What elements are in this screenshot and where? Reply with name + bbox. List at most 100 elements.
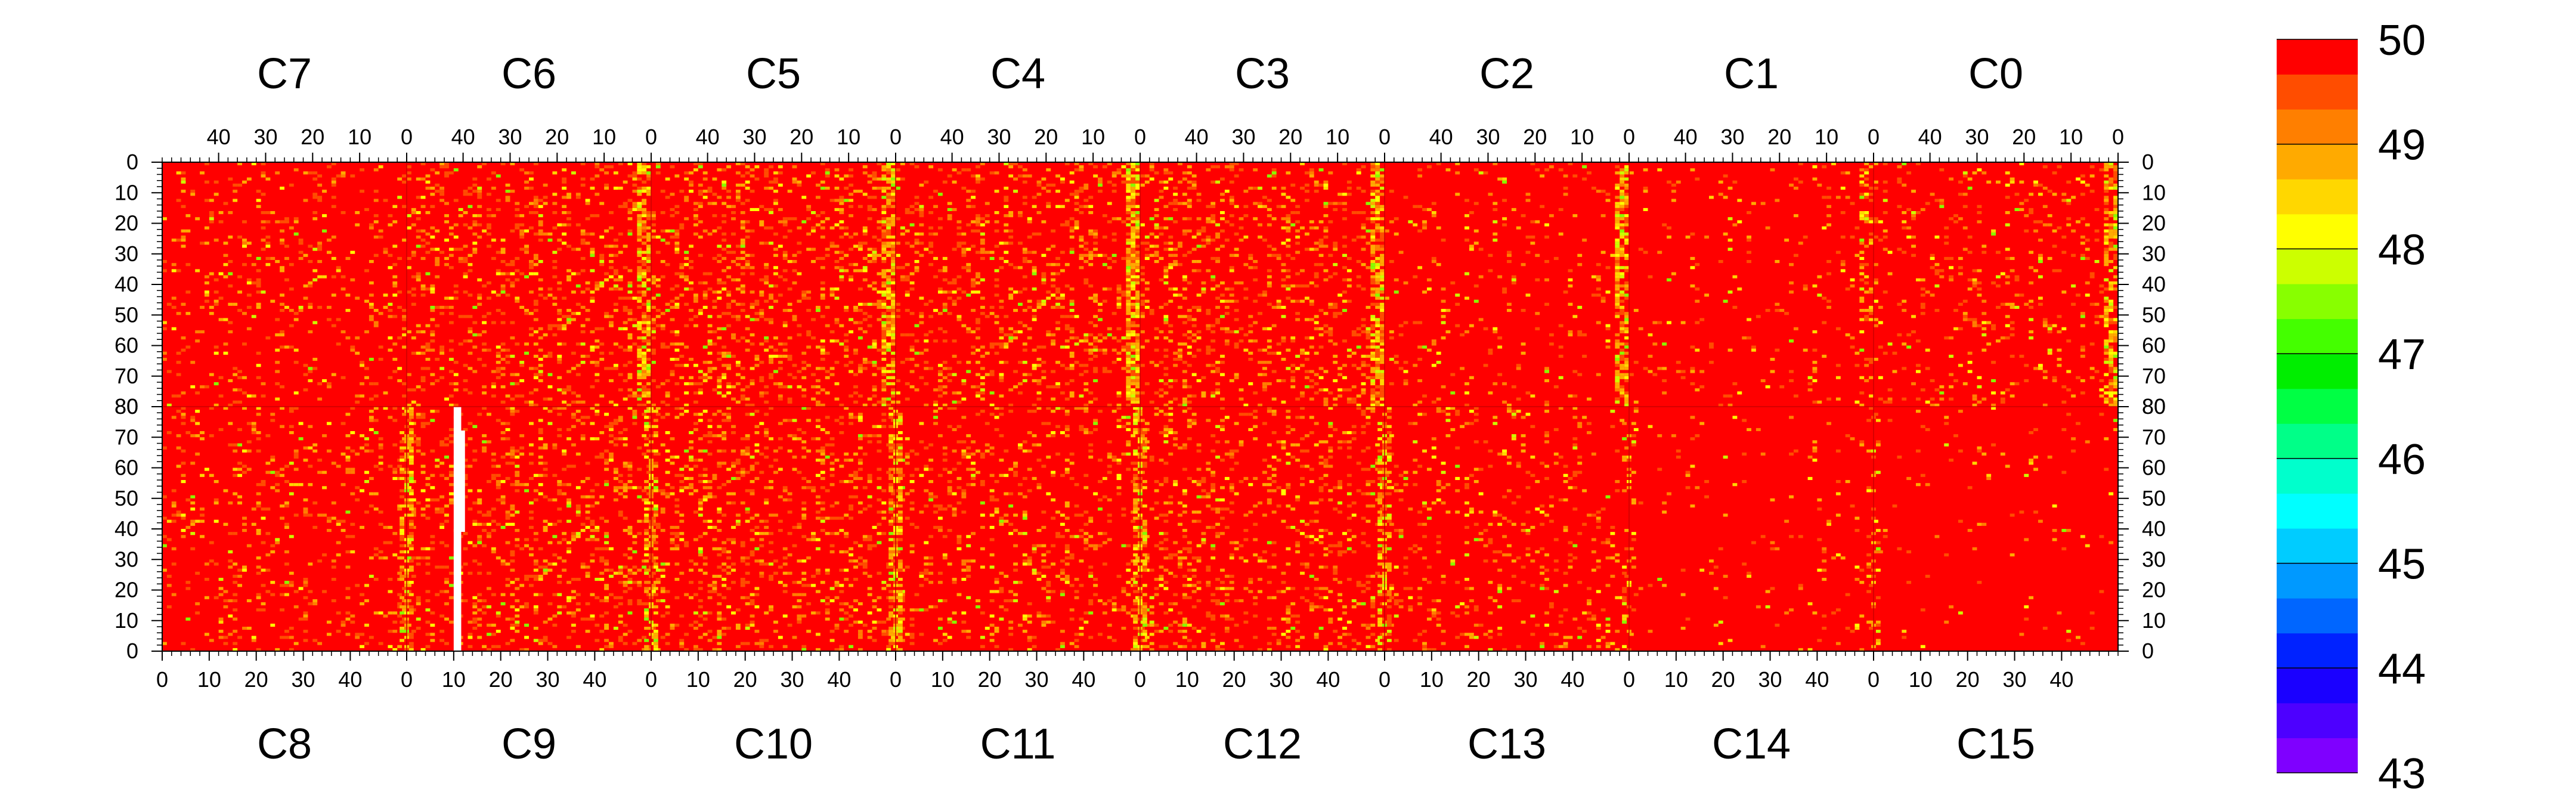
heatmap-cell (769, 345, 773, 349)
heatmap-cell (538, 229, 543, 233)
heatmap-cell (590, 250, 595, 254)
heatmap-cell (1093, 379, 1098, 383)
heatmap-cell (293, 318, 299, 321)
heatmap-cell (538, 358, 543, 361)
heatmap-cell (857, 327, 863, 330)
heatmap-cell (1605, 324, 1611, 327)
heatmap-cell (1962, 193, 1968, 196)
heatmap-cell (623, 309, 628, 312)
heatmap-cell (223, 351, 228, 355)
heatmap-cell (265, 236, 271, 239)
heatmap-cell (881, 403, 887, 407)
heatmap-cell (844, 269, 849, 273)
heatmap-cell (1309, 318, 1314, 321)
heatmap-cell (261, 174, 266, 178)
heatmap-cell (261, 382, 266, 386)
heatmap-cell (1196, 232, 1202, 236)
heatmap-cell (326, 516, 332, 520)
heatmap-cell (862, 278, 868, 281)
heatmap-cell (1450, 373, 1456, 376)
heatmap-cell (1022, 250, 1027, 254)
heatmap-cell (448, 305, 454, 309)
heatmap-cell (303, 584, 308, 587)
heatmap-cell (1318, 168, 1324, 172)
heatmap-cell (1991, 229, 1996, 233)
heatmap-cell (270, 581, 275, 584)
heatmap-cell (162, 642, 167, 645)
heatmap-cell (2010, 305, 2015, 309)
heatmap-cell (820, 339, 825, 343)
heatmap-cell (491, 385, 496, 389)
heatmap-cell (1356, 394, 1361, 398)
heatmap-cell (166, 302, 172, 306)
heatmap-cell (472, 214, 478, 218)
heatmap-cell (1389, 336, 1394, 340)
heatmap-cell (1079, 205, 1084, 208)
heatmap-cell (655, 171, 661, 175)
heatmap-cell (1163, 217, 1169, 221)
heatmap-cell (383, 391, 388, 395)
heatmap-cell (1304, 385, 1309, 389)
heatmap-cell (947, 379, 952, 383)
heatmap-cell (1620, 284, 1625, 288)
heatmap-cell (1088, 351, 1094, 355)
heatmap-cell (1154, 226, 1159, 230)
heatmap-cell (1840, 211, 1846, 215)
heatmap-cell (1652, 321, 1658, 324)
heatmap-cell (1022, 168, 1027, 172)
heatmap-cell (726, 205, 732, 208)
heatmap-cell (293, 513, 299, 517)
heatmap-cell (585, 354, 590, 358)
heatmap-cell (1004, 345, 1009, 349)
heatmap-cell (218, 220, 224, 224)
heatmap-cell (331, 256, 336, 261)
heatmap-cell (223, 605, 228, 609)
heatmap-cell (900, 177, 905, 181)
heatmap-cell (303, 373, 308, 376)
heatmap-cell (684, 391, 689, 395)
heatmap-cell (1243, 287, 1249, 291)
heatmap-cell (1723, 196, 1728, 199)
heatmap-cell (524, 351, 529, 355)
heatmap-cell (731, 250, 736, 254)
heatmap-cell (355, 584, 360, 587)
heatmap-cell (2094, 260, 2100, 264)
heatmap-cell (2076, 220, 2080, 224)
heatmap-cell (533, 205, 538, 208)
heatmap-cell (388, 541, 393, 544)
heatmap-cell (1121, 336, 1126, 340)
heatmap-cell (1126, 403, 1131, 407)
heatmap-cell (599, 351, 605, 355)
heatmap-cell (740, 256, 745, 261)
heatmap-cell (872, 260, 877, 264)
heatmap-cell (388, 578, 393, 581)
heatmap-cell (200, 535, 205, 538)
heatmap-cell (472, 321, 478, 324)
heatmap-cell (237, 467, 243, 471)
heatmap-cell (862, 302, 868, 306)
heatmap-cell (801, 361, 807, 364)
heatmap-cell (867, 397, 872, 401)
heatmap-cell (233, 473, 238, 477)
heatmap-cell (1953, 379, 1958, 383)
heatmap-cell (580, 290, 586, 294)
heatmap-cell (1159, 394, 1164, 398)
heatmap-cell (557, 312, 562, 315)
heatmap-cell (1262, 196, 1267, 199)
heatmap-cell (1309, 281, 1314, 285)
heatmap-cell (1835, 327, 1841, 330)
heatmap-cell (731, 299, 736, 303)
heatmap-cell (1239, 397, 1244, 401)
heatmap-cell (1366, 354, 1371, 358)
heatmap-cell (731, 315, 736, 318)
heatmap-cell (674, 250, 680, 254)
heatmap-cell (585, 217, 590, 221)
heatmap-cell (937, 379, 943, 383)
heatmap-cell (773, 272, 778, 275)
heatmap-cell (829, 339, 835, 343)
heatmap-cell (1869, 217, 1874, 221)
heatmap-cell (1878, 239, 1883, 242)
heatmap-cell (2089, 190, 2095, 193)
heatmap-cell (1201, 239, 1206, 242)
heatmap-cell (1323, 370, 1329, 373)
